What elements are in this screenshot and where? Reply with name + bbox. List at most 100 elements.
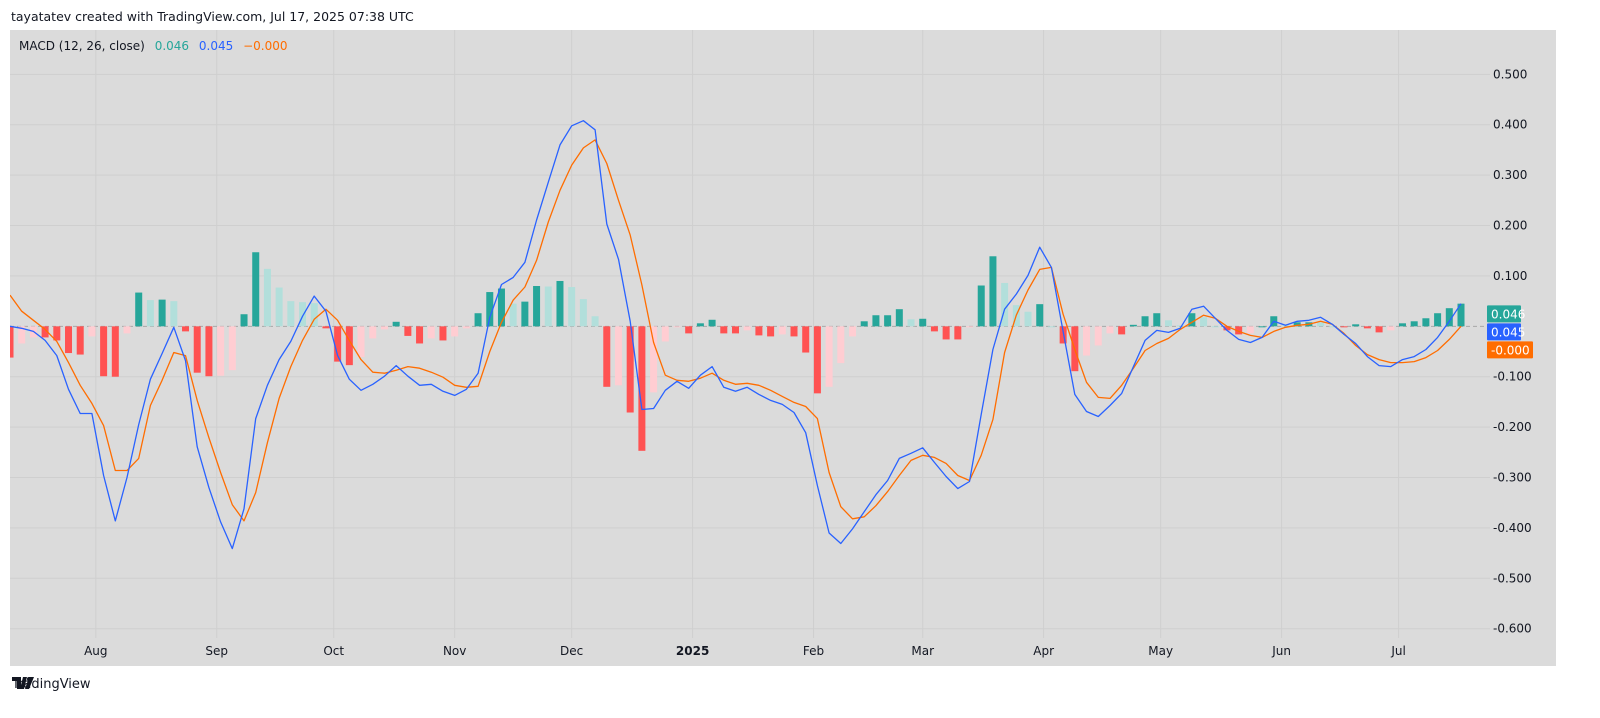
- histogram-last-value-badge: [1487, 305, 1521, 323]
- histogram-bar: [263, 268, 271, 327]
- histogram-bar: [65, 326, 73, 354]
- histogram-bar: [954, 326, 962, 340]
- histogram-bar: [100, 326, 108, 377]
- histogram-bar: [989, 256, 997, 327]
- histogram-bar: [357, 326, 365, 358]
- histogram-bar: [650, 326, 658, 393]
- histogram-bar: [275, 287, 283, 327]
- histogram-bar: [1422, 318, 1430, 327]
- y-tick-label: -0.400: [1493, 521, 1532, 535]
- y-tick-label: -0.100: [1493, 370, 1532, 384]
- histogram-bar: [170, 301, 178, 327]
- histogram-bar: [1094, 326, 1102, 346]
- histogram-bar: [1141, 316, 1149, 327]
- histogram-bar: [533, 286, 541, 327]
- histogram-bar: [228, 326, 236, 371]
- histogram-bar: [626, 326, 634, 413]
- histogram-bar: [416, 326, 424, 344]
- histogram-last-value-label: 0.046: [1491, 307, 1525, 321]
- indicator-legend[interactable]: MACD (12, 26, close) 0.046 0.045 −0.000: [19, 39, 293, 53]
- signal-value: −0.000: [243, 39, 288, 53]
- footer-brand[interactable]: TradingView: [12, 677, 91, 692]
- histogram-bar: [919, 318, 927, 327]
- macd-last-value-badge: [1487, 323, 1521, 341]
- histogram-bar: [1129, 324, 1137, 327]
- histogram-bar: [10, 326, 14, 358]
- histogram-bar: [427, 326, 435, 339]
- histogram-bar: [369, 326, 377, 339]
- histogram-bar: [111, 326, 119, 377]
- histogram-bar: [872, 315, 880, 327]
- histogram-bar: [790, 326, 798, 337]
- histogram-bar: [1387, 326, 1395, 331]
- histogram-bar: [778, 326, 786, 335]
- histogram-bar: [1235, 326, 1243, 335]
- histogram-bar: [1164, 320, 1172, 327]
- histogram-bar: [966, 326, 974, 328]
- macd-chart: 0.500 0.400 0.300 0.200 0.100 -0.100 -0.200 -0.…: [10, 30, 1533, 658]
- histogram-bar: [930, 326, 938, 332]
- histogram-bar: [486, 292, 494, 327]
- histogram-bar: [884, 315, 892, 327]
- histogram-bar: [299, 302, 307, 327]
- histogram-bar: [462, 326, 470, 329]
- y-tick-label: 0.500: [1493, 67, 1527, 81]
- macd-last-value-label: 0.045: [1491, 325, 1525, 339]
- histogram-bar: [767, 326, 775, 337]
- histogram-bar: [1118, 326, 1126, 335]
- histogram-bar: [579, 299, 587, 327]
- histogram-bar: [743, 326, 751, 331]
- histogram-bar: [1328, 326, 1336, 328]
- histogram-bar: [1047, 326, 1055, 328]
- histogram-bar: [252, 252, 260, 327]
- macd-chart-panel[interactable]: 0.500 0.400 0.300 0.200 0.100 -0.100 -0.200 -0.…: [10, 30, 1556, 666]
- histogram-bar: [614, 326, 622, 386]
- histogram-bar: [439, 326, 447, 341]
- histogram-bar: [182, 326, 190, 332]
- y-tick-label: -0.500: [1493, 571, 1532, 585]
- histogram-bar: [696, 323, 704, 327]
- histogram-bar: [53, 326, 61, 341]
- histogram-bar: [720, 326, 728, 334]
- histogram-bar: [205, 326, 213, 377]
- histogram-bar: [345, 326, 353, 366]
- y-tick-label: 0.200: [1493, 219, 1527, 233]
- histogram-bar: [1176, 325, 1184, 327]
- y-tick-label: -0.200: [1493, 420, 1532, 434]
- histogram-bar: [1258, 326, 1266, 328]
- x-tick-label: Sep: [205, 644, 228, 658]
- histogram-value: 0.046: [154, 39, 190, 53]
- histogram-bar: [708, 319, 716, 327]
- histogram-bar: [556, 280, 564, 327]
- histogram-bar: [1036, 304, 1044, 327]
- histogram-bar: [1457, 303, 1465, 327]
- histogram-bar: [310, 303, 318, 327]
- histogram-bar: [1200, 317, 1208, 327]
- x-tick-label: Aug: [84, 644, 107, 658]
- histogram-bar: [1398, 323, 1406, 327]
- histogram-bar: [1246, 326, 1254, 334]
- histogram-bar: [1293, 322, 1301, 327]
- histogram-bar: [568, 287, 576, 327]
- histogram-bar: [392, 321, 400, 327]
- histogram-bar: [287, 301, 295, 327]
- histogram-bar: [146, 300, 154, 327]
- histogram-bar: [497, 288, 505, 327]
- histogram-bar: [380, 326, 388, 330]
- histogram-bar: [942, 326, 950, 340]
- histogram-bar: [1188, 313, 1196, 327]
- x-tick-label: Mar: [911, 644, 934, 658]
- histogram-bar: [1352, 324, 1360, 327]
- tradingview-logo-icon: [12, 677, 34, 689]
- histogram-bar: [1153, 313, 1161, 327]
- histogram-bar: [1434, 313, 1442, 327]
- histogram-bar: [474, 313, 482, 327]
- x-tick-label: Feb: [803, 644, 824, 658]
- histogram-bar: [591, 316, 599, 327]
- histogram-bar: [41, 326, 49, 338]
- histogram-bar: [661, 326, 669, 342]
- x-tick-label: Oct: [323, 644, 344, 658]
- histogram-bar: [813, 326, 821, 394]
- y-tick-label: -0.600: [1493, 622, 1532, 636]
- x-tick-label: Jul: [1390, 644, 1405, 658]
